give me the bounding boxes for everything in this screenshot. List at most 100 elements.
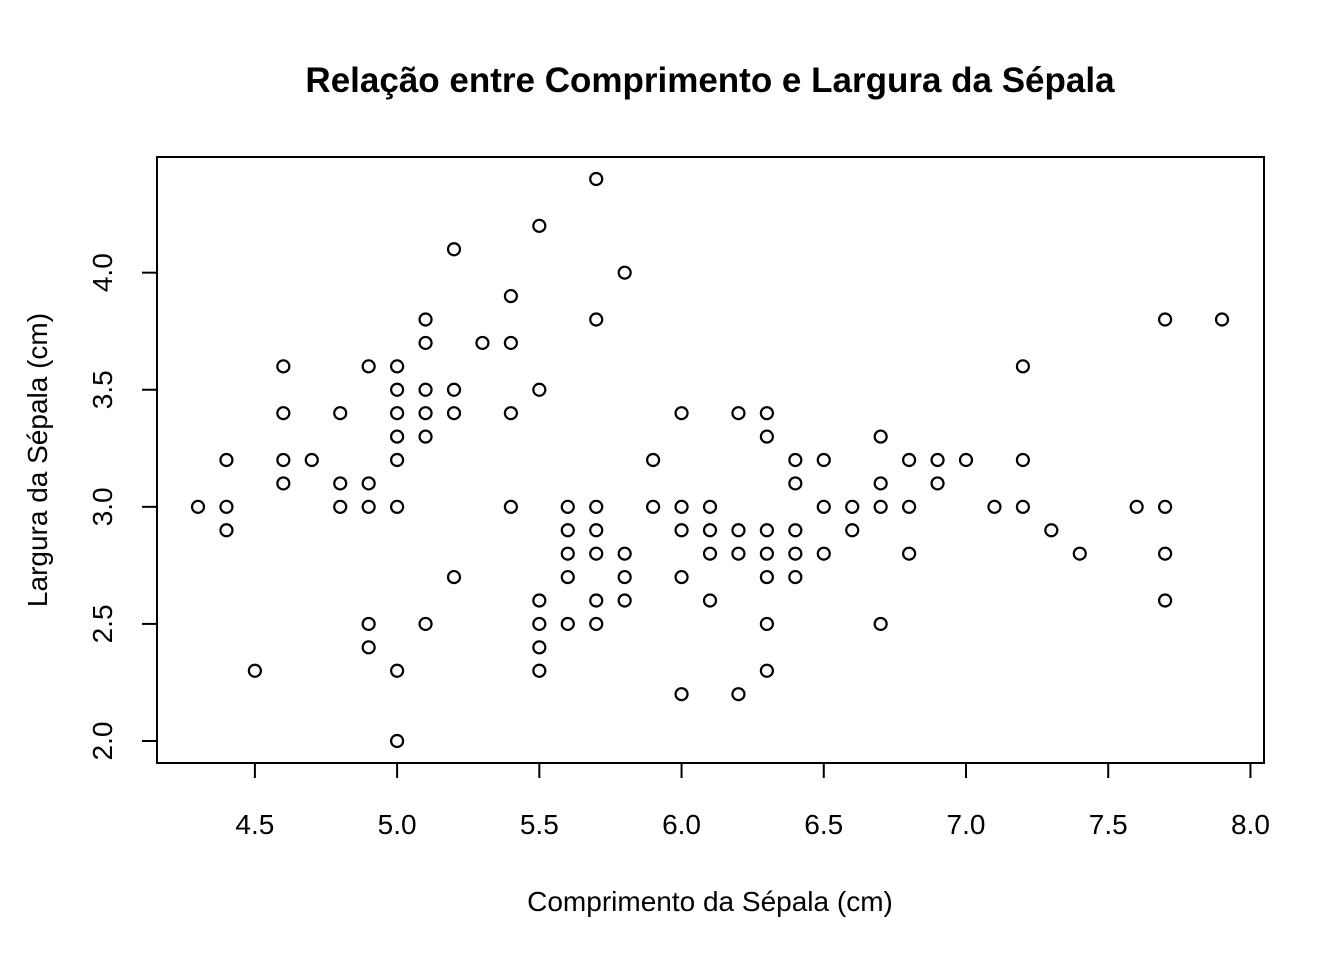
data-point — [761, 524, 773, 536]
data-point — [391, 454, 403, 466]
data-point — [391, 360, 403, 372]
data-point — [761, 407, 773, 419]
y-tick-label: 2.0 — [87, 722, 118, 761]
data-point — [562, 501, 574, 513]
data-point — [533, 595, 545, 607]
data-point — [192, 501, 204, 513]
data-point — [420, 618, 432, 630]
data-point — [676, 524, 688, 536]
data-point — [590, 501, 602, 513]
data-point — [903, 501, 915, 513]
data-point — [903, 454, 915, 466]
data-point — [363, 477, 375, 489]
x-tick-label: 5.5 — [520, 809, 559, 840]
data-point — [1017, 454, 1029, 466]
data-point — [363, 641, 375, 653]
data-point — [818, 501, 830, 513]
data-point — [761, 548, 773, 560]
y-axis: 2.0 2.5 3.0 3.5 4.0 — [87, 253, 157, 760]
data-point — [590, 618, 602, 630]
data-point — [420, 314, 432, 326]
data-point — [533, 384, 545, 396]
data-point — [960, 454, 972, 466]
data-point — [420, 337, 432, 349]
data-point — [704, 524, 716, 536]
data-point — [277, 407, 289, 419]
data-point — [505, 337, 517, 349]
data-point — [363, 360, 375, 372]
data-point — [562, 571, 574, 583]
data-point — [249, 665, 261, 677]
data-point — [562, 524, 574, 536]
data-point — [448, 407, 460, 419]
data-point — [505, 501, 517, 513]
data-point — [818, 548, 830, 560]
data-point — [1216, 314, 1228, 326]
data-point — [1159, 501, 1171, 513]
data-point — [619, 571, 631, 583]
data-point — [676, 571, 688, 583]
data-point — [533, 665, 545, 677]
data-point — [391, 384, 403, 396]
data-point — [732, 688, 744, 700]
data-point — [619, 548, 631, 560]
data-point — [1017, 360, 1029, 372]
data-point — [761, 665, 773, 677]
data-point — [789, 571, 801, 583]
x-tick-label: 5.0 — [378, 809, 417, 840]
data-point — [391, 735, 403, 747]
data-point — [533, 641, 545, 653]
y-axis-label: Largura da Sépala (cm) — [22, 313, 53, 607]
data-point — [1159, 595, 1171, 607]
data-point — [903, 548, 915, 560]
data-point — [562, 548, 574, 560]
data-point — [1159, 548, 1171, 560]
data-point — [590, 548, 602, 560]
data-point — [220, 524, 232, 536]
data-point — [391, 431, 403, 443]
data-point — [420, 407, 432, 419]
data-point — [277, 477, 289, 489]
data-point — [932, 454, 944, 466]
data-point — [676, 407, 688, 419]
x-axis-label: Comprimento da Sépala (cm) — [527, 886, 893, 917]
data-point — [704, 501, 716, 513]
data-point — [505, 290, 517, 302]
data-point — [761, 571, 773, 583]
x-tick-label: 6.5 — [804, 809, 843, 840]
data-point — [789, 477, 801, 489]
data-point — [448, 571, 460, 583]
y-tick-label: 3.5 — [87, 370, 118, 409]
data-point — [732, 407, 744, 419]
data-point — [875, 501, 887, 513]
data-point — [732, 524, 744, 536]
y-tick-label: 2.5 — [87, 604, 118, 643]
data-point — [590, 314, 602, 326]
data-point — [1074, 548, 1086, 560]
data-point — [334, 407, 346, 419]
data-point — [704, 595, 716, 607]
data-point — [818, 454, 830, 466]
data-point — [875, 618, 887, 630]
data-point — [1017, 501, 1029, 513]
data-point — [391, 501, 403, 513]
data-point — [1131, 501, 1143, 513]
chart-title: Relação entre Comprimento e Largura da S… — [305, 61, 1115, 100]
data-point — [533, 618, 545, 630]
y-tick-label: 3.0 — [87, 487, 118, 526]
x-tick-label: 7.5 — [1089, 809, 1128, 840]
data-point — [988, 501, 1000, 513]
data-point — [306, 454, 318, 466]
data-point — [420, 384, 432, 396]
data-point — [334, 501, 346, 513]
data-point — [676, 501, 688, 513]
data-point — [761, 618, 773, 630]
data-point — [334, 477, 346, 489]
data-point — [619, 267, 631, 279]
data-point — [761, 431, 773, 443]
data-point — [363, 501, 375, 513]
data-point — [1045, 524, 1057, 536]
data-point — [1159, 314, 1171, 326]
x-tick-label: 7.0 — [947, 809, 986, 840]
